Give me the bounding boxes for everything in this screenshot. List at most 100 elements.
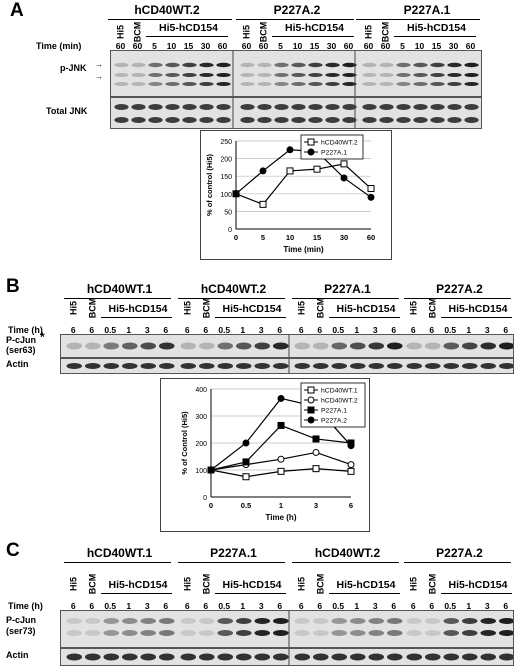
band	[464, 117, 479, 123]
band	[368, 342, 385, 350]
band	[312, 618, 329, 624]
y-axis-label: % of control (Hi5)	[205, 153, 214, 216]
p-jnk-blot	[110, 50, 482, 97]
band	[199, 73, 214, 77]
band	[198, 630, 215, 636]
band	[368, 630, 385, 636]
panel-b-actin-blot	[60, 358, 514, 374]
time-value: 6	[391, 325, 397, 335]
band	[312, 363, 329, 369]
panel-c-time-label: Time (h)	[8, 601, 43, 611]
group-underline	[404, 298, 511, 299]
band	[180, 630, 197, 636]
time-value: 5	[278, 41, 283, 51]
band	[103, 618, 120, 624]
legend-entry: P227A.1	[321, 408, 347, 415]
band	[498, 653, 513, 661]
group-underline	[64, 298, 171, 299]
time-value: 6	[184, 325, 190, 335]
band	[121, 342, 138, 350]
band	[121, 618, 138, 624]
band	[240, 82, 255, 86]
band	[121, 630, 138, 636]
band	[424, 653, 441, 661]
band	[386, 630, 403, 636]
band	[165, 117, 180, 123]
band	[413, 62, 428, 68]
band	[114, 73, 129, 77]
band	[235, 342, 252, 350]
hi5-hcd154-label: Hi5-hCD154	[448, 579, 508, 591]
hi5-hcd154-label: Hi5-hCD154	[108, 303, 168, 315]
band	[257, 104, 272, 110]
band	[217, 630, 234, 636]
band	[165, 62, 180, 68]
hi5-label: Hi5	[296, 301, 307, 316]
panel-a-letter: A	[10, 0, 24, 21]
time-value: 6	[410, 601, 416, 611]
band	[180, 653, 197, 661]
bcm-label: BCM	[314, 297, 325, 319]
data-point	[307, 138, 315, 146]
hi5-label: Hi5	[182, 577, 193, 592]
hi5-hcd154-underline	[101, 317, 172, 318]
band	[464, 73, 479, 77]
band	[325, 104, 340, 110]
p-cjun-ser73-bands	[61, 611, 513, 647]
band	[443, 630, 460, 636]
legend-entry: hCD40WT.1	[321, 388, 358, 395]
band	[480, 363, 497, 369]
band	[84, 630, 101, 636]
band	[379, 73, 394, 77]
band	[342, 62, 357, 68]
hi5-label: Hi5	[68, 577, 79, 592]
blot-background	[111, 98, 481, 128]
panel-a-group-2-line	[236, 19, 354, 20]
band	[430, 73, 445, 77]
time-value: 6	[203, 601, 209, 611]
data-point	[307, 148, 315, 156]
panel-c-letter: C	[6, 540, 20, 561]
hi5-hcd154-label: Hi5-hCD154	[448, 303, 508, 315]
band	[424, 363, 441, 369]
band	[406, 342, 423, 350]
band	[66, 630, 83, 636]
time-value: 3	[144, 601, 150, 611]
band	[480, 342, 497, 350]
band	[165, 73, 180, 77]
y-tick-label: 250	[220, 139, 232, 146]
band	[217, 363, 234, 369]
band	[274, 62, 289, 68]
band	[349, 630, 366, 636]
data-point	[367, 193, 375, 201]
x-axis-label: Time (h)	[266, 513, 297, 522]
band	[294, 630, 311, 636]
data-point	[277, 455, 285, 463]
band	[291, 62, 306, 68]
time-value: 6	[89, 601, 95, 611]
band	[131, 82, 146, 86]
x-axis-label: Time (min)	[283, 245, 324, 254]
band	[331, 630, 348, 636]
time-value: 1	[126, 601, 132, 611]
hi5-hcd154-label: Hi5-hCD154	[222, 579, 282, 591]
band	[198, 363, 215, 369]
band	[464, 104, 479, 110]
band	[413, 117, 428, 123]
band	[325, 82, 340, 86]
band	[325, 117, 340, 123]
time-value: 6	[298, 325, 304, 335]
band	[396, 104, 411, 110]
data-point	[232, 190, 240, 198]
band	[158, 653, 175, 661]
hi5-hcd154-underline	[441, 317, 512, 318]
bcm-label: BCM	[200, 573, 211, 595]
time-value: 0.5	[332, 325, 345, 335]
band	[342, 117, 357, 123]
band	[362, 73, 377, 77]
time-value: 6	[317, 325, 323, 335]
band	[480, 630, 497, 636]
hi5-hcd154-underline	[101, 593, 172, 594]
data-point	[242, 439, 250, 447]
band	[199, 62, 214, 68]
